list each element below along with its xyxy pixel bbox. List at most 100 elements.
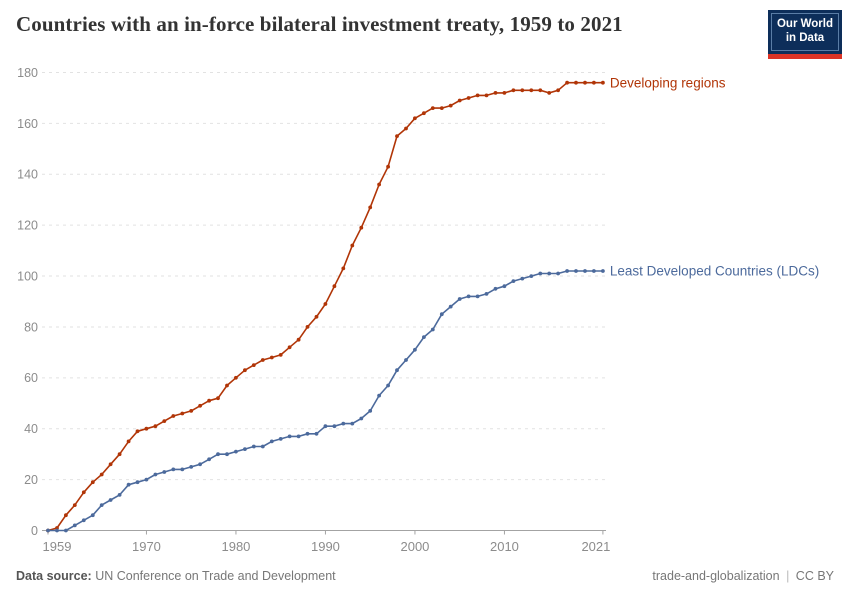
data-point-least-developed-countries-ldcs[interactable] [269,439,274,444]
data-point-least-developed-countries-ldcs[interactable] [260,444,265,449]
data-point-least-developed-countries-ldcs[interactable] [135,480,140,485]
data-point-least-developed-countries-ldcs[interactable] [46,528,50,533]
data-point-least-developed-countries-ldcs[interactable] [225,452,229,457]
data-point-developing-regions[interactable] [243,368,247,373]
data-point-developing-regions[interactable] [162,419,167,423]
data-point-developing-regions[interactable] [430,106,435,110]
data-point-developing-regions[interactable] [332,284,337,289]
data-point-developing-regions[interactable] [278,353,283,357]
data-point-least-developed-countries-ldcs[interactable] [251,444,256,449]
data-point-least-developed-countries-ldcs[interactable] [404,358,408,362]
data-point-least-developed-countries-ldcs[interactable] [234,449,238,454]
data-point-developing-regions[interactable] [117,452,122,457]
data-point-developing-regions[interactable] [81,490,86,495]
data-point-developing-regions[interactable] [413,116,417,121]
data-point-developing-regions[interactable] [448,103,453,108]
data-point-least-developed-countries-ldcs[interactable] [574,269,578,273]
data-point-least-developed-countries-ldcs[interactable] [556,271,560,276]
data-point-least-developed-countries-ldcs[interactable] [430,327,435,332]
data-point-developing-regions[interactable] [144,426,149,431]
data-point-least-developed-countries-ldcs[interactable] [216,452,220,457]
data-point-developing-regions[interactable] [153,424,158,429]
data-point-developing-regions[interactable] [296,337,301,342]
data-point-developing-regions[interactable] [135,429,140,434]
data-point-least-developed-countries-ldcs[interactable] [368,409,373,413]
data-point-developing-regions[interactable] [72,503,77,507]
data-point-developing-regions[interactable] [171,414,176,418]
data-point-least-developed-countries-ldcs[interactable] [386,383,390,388]
data-point-least-developed-countries-ldcs[interactable] [601,269,605,273]
data-point-least-developed-countries-ldcs[interactable] [207,457,212,462]
data-point-developing-regions[interactable] [520,88,525,93]
data-point-developing-regions[interactable] [108,462,113,467]
data-point-least-developed-countries-ldcs[interactable] [448,304,453,309]
data-point-developing-regions[interactable] [475,93,480,98]
data-point-developing-regions[interactable] [287,345,292,350]
data-point-developing-regions[interactable] [493,91,498,95]
data-point-least-developed-countries-ldcs[interactable] [305,431,310,436]
data-point-developing-regions[interactable] [207,398,212,403]
license-link[interactable]: CC BY [795,569,834,583]
data-point-least-developed-countries-ldcs[interactable] [457,297,462,301]
data-point-least-developed-countries-ldcs[interactable] [171,467,176,472]
data-point-developing-regions[interactable] [583,80,587,85]
data-point-least-developed-countries-ldcs[interactable] [359,416,364,421]
series-end-label-least-developed-countries-ldcs[interactable]: Least Developed Countries (LDCs) [610,264,819,279]
data-point-developing-regions[interactable] [314,314,319,319]
data-point-least-developed-countries-ldcs[interactable] [466,294,471,299]
data-point-developing-regions[interactable] [556,88,560,93]
data-point-least-developed-countries-ldcs[interactable] [502,284,507,289]
data-point-developing-regions[interactable] [422,111,426,116]
data-point-developing-regions[interactable] [359,225,364,230]
data-point-developing-regions[interactable] [234,375,238,380]
data-point-developing-regions[interactable] [601,80,605,85]
data-point-developing-regions[interactable] [99,472,104,477]
data-point-developing-regions[interactable] [529,88,534,93]
data-point-least-developed-countries-ldcs[interactable] [189,465,194,469]
data-point-developing-regions[interactable] [180,411,185,416]
data-point-least-developed-countries-ldcs[interactable] [162,470,167,474]
data-point-least-developed-countries-ldcs[interactable] [332,424,337,429]
data-point-least-developed-countries-ldcs[interactable] [287,434,292,439]
data-point-developing-regions[interactable] [547,91,552,95]
data-point-developing-regions[interactable] [64,513,68,518]
data-point-least-developed-countries-ldcs[interactable] [126,482,131,487]
data-point-least-developed-countries-ldcs[interactable] [72,523,77,528]
data-point-least-developed-countries-ldcs[interactable] [493,286,498,291]
data-point-least-developed-countries-ldcs[interactable] [314,431,319,436]
data-point-developing-regions[interactable] [457,98,462,103]
data-point-developing-regions[interactable] [251,363,256,367]
data-point-developing-regions[interactable] [189,409,194,413]
series-line-least-developed-countries-ldcs[interactable] [48,270,603,532]
data-point-least-developed-countries-ldcs[interactable] [341,421,346,426]
slug-link[interactable]: trade-and-globalization [652,569,780,583]
data-point-least-developed-countries-ldcs[interactable] [153,472,158,477]
data-point-developing-regions[interactable] [574,80,578,85]
data-point-developing-regions[interactable] [466,96,471,100]
data-point-developing-regions[interactable] [439,106,444,110]
data-point-least-developed-countries-ldcs[interactable] [55,528,59,533]
data-point-developing-regions[interactable] [341,266,346,271]
data-point-least-developed-countries-ldcs[interactable] [592,269,596,273]
data-point-least-developed-countries-ldcs[interactable] [520,276,525,281]
data-point-developing-regions[interactable] [225,383,229,388]
data-point-least-developed-countries-ldcs[interactable] [323,424,328,429]
data-point-developing-regions[interactable] [565,80,569,85]
data-point-least-developed-countries-ldcs[interactable] [511,279,516,283]
data-point-least-developed-countries-ldcs[interactable] [538,271,543,276]
data-point-least-developed-countries-ldcs[interactable] [422,335,426,339]
data-point-least-developed-countries-ldcs[interactable] [413,347,417,352]
data-point-least-developed-countries-ldcs[interactable] [350,421,355,426]
data-point-least-developed-countries-ldcs[interactable] [529,274,534,278]
data-point-developing-regions[interactable] [511,88,516,93]
data-point-least-developed-countries-ldcs[interactable] [243,447,247,451]
data-point-developing-regions[interactable] [395,134,399,139]
data-point-developing-regions[interactable] [368,205,373,210]
data-point-least-developed-countries-ldcs[interactable] [90,513,95,518]
data-point-least-developed-countries-ldcs[interactable] [439,312,444,317]
data-point-developing-regions[interactable] [198,403,203,408]
data-point-developing-regions[interactable] [216,396,220,401]
data-point-least-developed-countries-ldcs[interactable] [144,477,149,482]
data-point-developing-regions[interactable] [260,358,265,362]
data-point-developing-regions[interactable] [269,355,274,360]
